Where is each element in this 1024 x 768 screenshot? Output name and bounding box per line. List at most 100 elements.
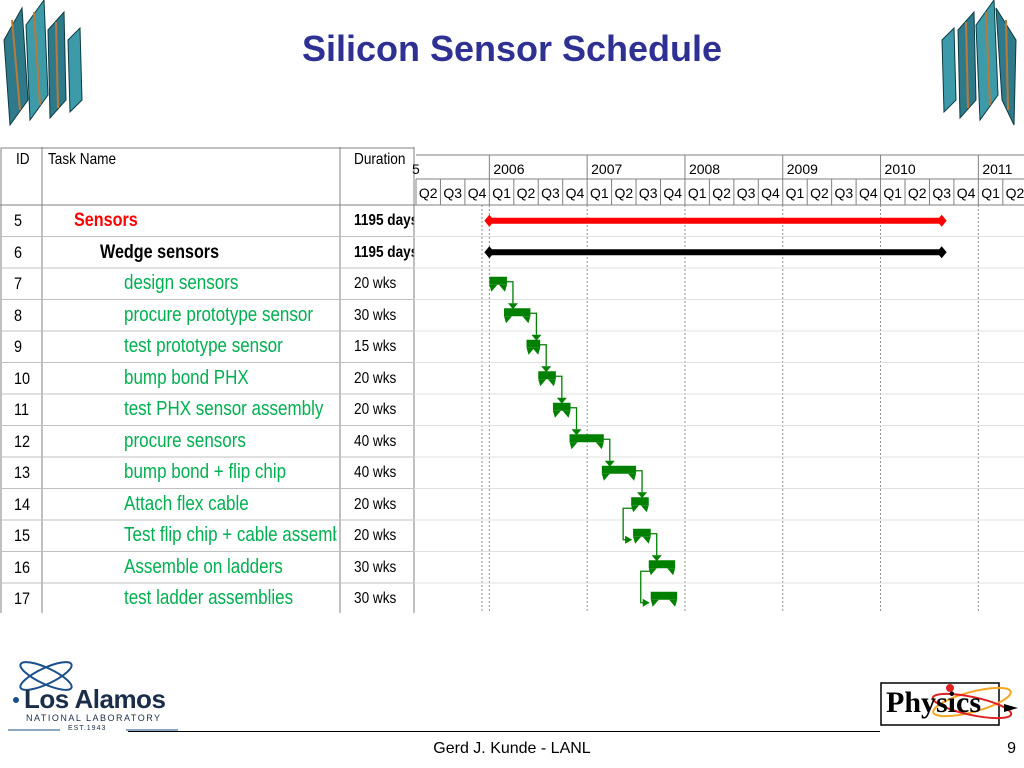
quarter-label: Q3 bbox=[639, 185, 658, 201]
summary-end-marker bbox=[936, 246, 947, 259]
task-name: Assemble on ladders bbox=[124, 555, 283, 578]
task-id: 10 bbox=[14, 368, 31, 388]
task-name: test prototype sensor bbox=[124, 335, 283, 357]
dependency-arrow bbox=[642, 598, 650, 607]
task-duration: 40 wks bbox=[354, 432, 397, 450]
quarter-label: Q1 bbox=[590, 185, 609, 201]
year-label: 5 bbox=[412, 161, 420, 177]
quarter-label: Q4 bbox=[663, 185, 682, 201]
quarter-label: Q3 bbox=[443, 185, 462, 201]
task-bar bbox=[538, 371, 556, 380]
task-name: Wedge sensors bbox=[100, 241, 220, 263]
summary-start-marker bbox=[484, 246, 495, 259]
header-bg bbox=[0, 147, 1024, 205]
task-duration: 20 wks bbox=[354, 369, 397, 387]
quarter-label: Q2 bbox=[614, 185, 633, 201]
task-duration: 30 wks bbox=[354, 558, 397, 576]
dependency-line bbox=[566, 407, 578, 430]
quarter-label: Q1 bbox=[786, 185, 805, 201]
task-id: 8 bbox=[14, 305, 23, 325]
task-name: bump bond + flip chip bbox=[124, 461, 287, 483]
task-duration: 20 wks bbox=[354, 275, 397, 292]
task-bar bbox=[552, 402, 571, 411]
dependency-arrow bbox=[556, 397, 567, 404]
task-duration: 40 wks bbox=[354, 464, 397, 481]
dependency-line bbox=[622, 507, 634, 541]
year-label: 2011 bbox=[982, 161, 1012, 177]
task-duration: 20 wks bbox=[354, 527, 397, 544]
year-label: 2006 bbox=[493, 161, 524, 177]
dependency-arrow bbox=[571, 429, 582, 436]
quarter-label: Q2 bbox=[810, 185, 829, 201]
task-id: 9 bbox=[14, 337, 23, 356]
task-duration: 15 wks bbox=[354, 338, 397, 355]
dependency-arrow bbox=[651, 555, 662, 562]
task-id: 5 bbox=[14, 211, 23, 230]
task-bar bbox=[633, 528, 651, 537]
header-duration: Duration bbox=[354, 151, 406, 168]
dependency-arrow bbox=[531, 334, 542, 341]
task-bar bbox=[631, 497, 649, 506]
task-name: procure prototype sensor bbox=[124, 303, 313, 326]
gantt-grid: Q2 Q3 Q4 Q1 Q2 Q3 Q4 Q1 Q2 Q3 Q4 Q1 Q2 Q3 Q4 Q1 Q2 Q3 Q4 Q1… bbox=[0, 147, 1024, 613]
dependency-line bbox=[536, 344, 547, 367]
task-bar-right-tab bbox=[669, 599, 678, 607]
task-id: 13 bbox=[14, 463, 31, 482]
summary-start-marker bbox=[484, 214, 495, 227]
year-label: 2007 bbox=[591, 161, 622, 177]
task-duration: 20 wks bbox=[354, 495, 397, 513]
task-id: 11 bbox=[14, 400, 30, 419]
year-label: 2010 bbox=[885, 161, 916, 177]
task-bar bbox=[650, 591, 678, 600]
task-duration: 20 wks bbox=[354, 401, 397, 418]
task-bar-right-tab bbox=[595, 442, 604, 450]
page-number: 9 bbox=[1007, 740, 1016, 757]
dependency-arrow bbox=[637, 492, 648, 499]
header-id: ID bbox=[16, 151, 30, 168]
quarter-label: Q2 bbox=[908, 185, 927, 201]
gantt-chart: Q2 Q3 Q4 Q1 Q2 Q3 Q4 Q1 Q2 Q3 Q4 Q1 Q2 Q3 Q4 Q1 Q2 Q3 Q4 Q1… bbox=[0, 147, 1024, 613]
quarter-label: Q4 bbox=[761, 185, 780, 201]
dependency-line bbox=[640, 570, 651, 604]
quarter-label: Q4 bbox=[468, 185, 487, 201]
dependency-line bbox=[551, 375, 563, 398]
lanl-logo: Los Alamos NATIONAL LABORATORY EST.1943 bbox=[8, 656, 178, 736]
task-name: Sensors bbox=[74, 210, 138, 231]
wedge-ornament-left-icon bbox=[3, 0, 83, 127]
summary-bar bbox=[489, 249, 942, 256]
physics-logo-icon bbox=[880, 682, 1018, 726]
quarter-label: Q2 bbox=[517, 185, 536, 201]
task-bar-right-tab bbox=[547, 379, 556, 387]
dependency-line bbox=[599, 438, 611, 461]
task-bar-left-tab bbox=[538, 379, 547, 387]
task-id: 7 bbox=[14, 274, 23, 293]
task-bar-left-tab bbox=[633, 536, 642, 544]
dependency-arrow bbox=[541, 366, 552, 373]
task-bar-right-tab bbox=[498, 284, 507, 292]
physics-logo: Physics bbox=[880, 682, 1020, 728]
task-bar-left-tab bbox=[504, 316, 513, 324]
task-bar-left-tab bbox=[601, 473, 610, 481]
task-bar-left-tab bbox=[631, 505, 640, 513]
dependency-line bbox=[632, 470, 643, 493]
quarter-label: Q2 bbox=[712, 185, 731, 201]
quarter-label: Q3 bbox=[835, 185, 854, 201]
task-name: design sensors bbox=[124, 272, 239, 294]
task-id: 17 bbox=[14, 589, 31, 608]
lanl-est: EST.1943 bbox=[68, 725, 107, 732]
lanl-subtitle: NATIONAL LABORATORY bbox=[26, 713, 162, 723]
task-id: 16 bbox=[14, 557, 31, 577]
footer-divider bbox=[128, 731, 880, 732]
dependency-arrow bbox=[625, 535, 633, 544]
quarter-label: Q2 bbox=[1006, 185, 1024, 201]
task-bar-right-tab bbox=[522, 316, 531, 324]
task-bar-left-tab bbox=[650, 599, 659, 607]
task-duration: 1195 days bbox=[354, 212, 414, 229]
dependency-arrow bbox=[604, 460, 615, 467]
slide-title: Silicon Sensor Schedule bbox=[301, 28, 723, 69]
dependency-line bbox=[646, 533, 658, 556]
task-name: test ladder assemblies bbox=[124, 587, 294, 609]
lanl-name: Los Alamos bbox=[24, 684, 166, 714]
task-duration: 30 wks bbox=[354, 590, 397, 607]
task-name: bump bond PHX bbox=[124, 366, 249, 389]
